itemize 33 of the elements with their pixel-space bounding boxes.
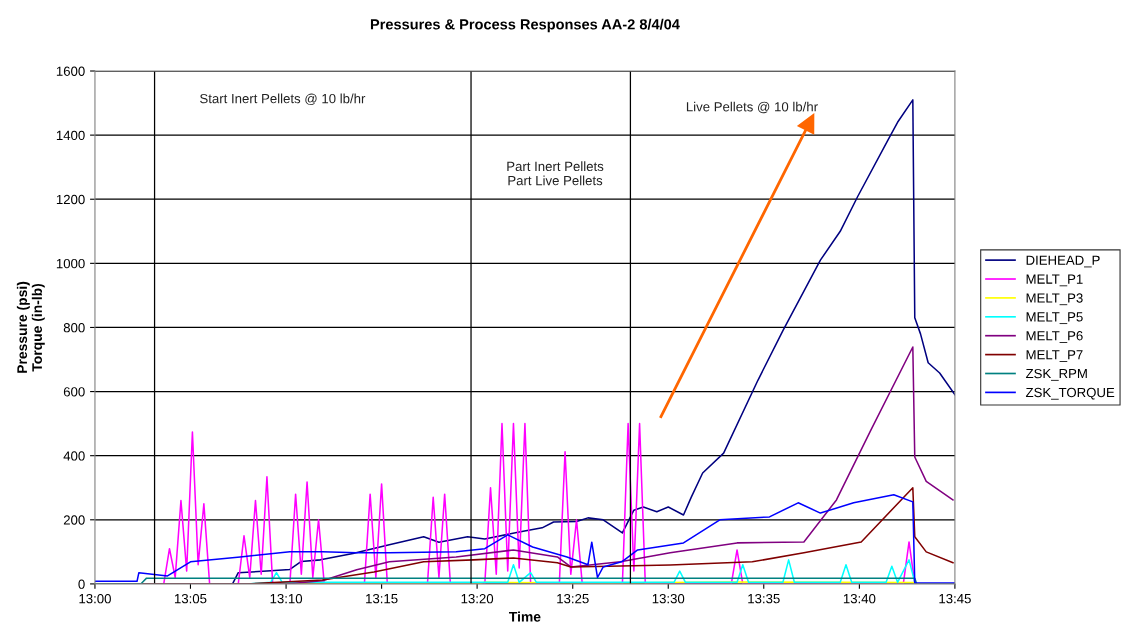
legend-label: MELT_P1 <box>1026 274 1083 287</box>
annotation: Live Pellets @ 10 lb/hr <box>686 101 818 114</box>
y-axis-title: Pressure (psi) Torque (in-lb) <box>16 281 45 373</box>
x-tick-label: 13:30 <box>652 593 685 604</box>
chart-title: Pressures & Process Responses AA-2 8/4/04 <box>370 18 680 33</box>
legend-label: DIEHEAD_P <box>1026 255 1100 268</box>
legend-label: MELT_P6 <box>1026 331 1083 343</box>
y-tick-label: 0 <box>78 579 85 589</box>
x-tick-label: 13:35 <box>748 593 780 604</box>
legend-label: MELT_P3 <box>1026 293 1083 306</box>
legend-label: ZSK_RPM <box>1025 368 1087 381</box>
y-tick-label: 800 <box>63 323 85 333</box>
x-tick-label: 13:45 <box>939 593 971 604</box>
x-axis-title: Time <box>509 611 541 622</box>
legend-label: MELT_P7 <box>1026 350 1083 362</box>
y-tick-label: 200 <box>63 515 85 525</box>
annotation: Start Inert Pellets @ 10 lb/hr <box>200 93 366 105</box>
x-tick-label: 13:20 <box>461 593 494 604</box>
y-tick-label: 1200 <box>56 194 85 205</box>
y-tick-label: 1000 <box>56 258 85 269</box>
legend-label: ZSK_TORQUE <box>1025 387 1115 400</box>
y-tick-label: 1400 <box>56 130 85 141</box>
legend-label: MELT_P5 <box>1026 312 1083 325</box>
x-tick-label: 13:10 <box>270 593 303 604</box>
y-tick-label: 400 <box>63 451 85 461</box>
x-tick-label: 13:05 <box>174 593 207 604</box>
x-tick-label: 13:00 <box>79 593 111 604</box>
y-tick-label: 600 <box>63 387 85 397</box>
annotation: Part Inert Pellets Part Live Pellets <box>507 161 604 186</box>
x-tick-label: 13:25 <box>557 593 589 604</box>
x-tick-label: 13:15 <box>366 593 398 604</box>
y-tick-label: 1600 <box>56 66 85 76</box>
x-tick-label: 13:40 <box>843 593 876 604</box>
